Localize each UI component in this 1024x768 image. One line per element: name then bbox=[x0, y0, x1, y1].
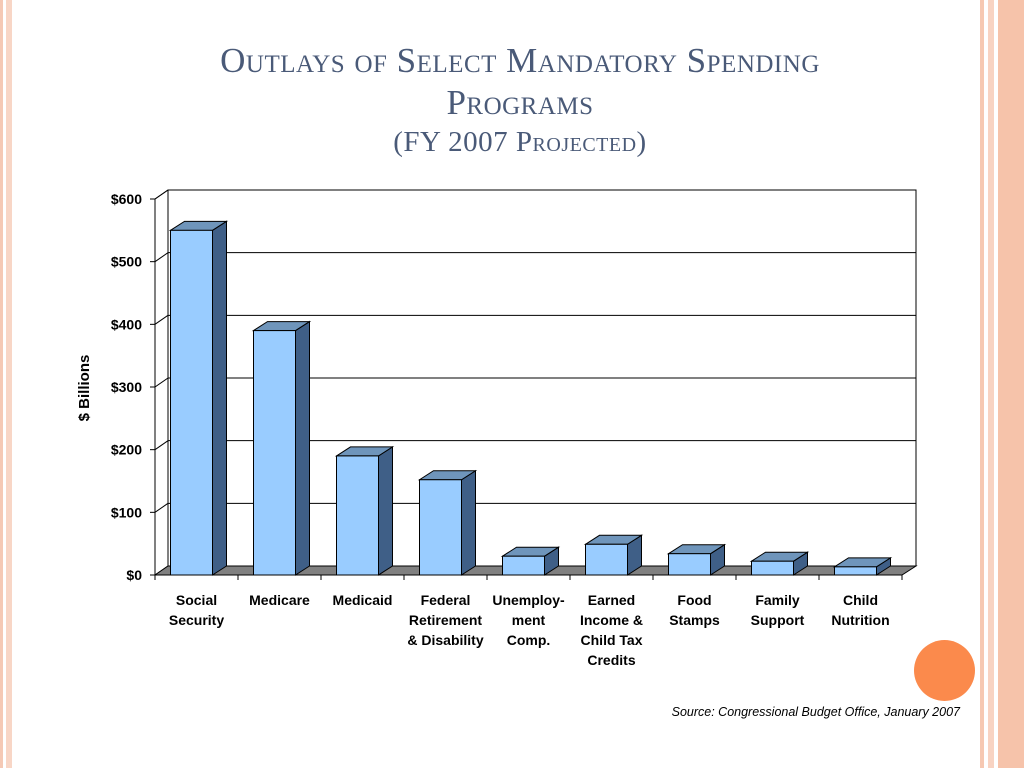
bar-side bbox=[378, 446, 393, 576]
y-tick-label: $200 bbox=[111, 442, 142, 458]
gridline-side bbox=[154, 252, 169, 263]
gridline-side bbox=[154, 440, 169, 451]
y-tick-label: $0 bbox=[126, 567, 142, 583]
y-tick-label: $500 bbox=[111, 254, 142, 270]
y-tick-label: $100 bbox=[111, 504, 142, 520]
x-tick-label-line: Food bbox=[677, 592, 711, 608]
x-tick-label-line: Federal bbox=[421, 592, 471, 608]
title-line-1: Outlays of Select Mandatory Spending bbox=[220, 41, 820, 80]
bar bbox=[751, 560, 794, 576]
gridline-side bbox=[154, 502, 169, 513]
x-tick-label-line: Credits bbox=[587, 652, 635, 668]
y-tick-label: $600 bbox=[111, 191, 142, 207]
bar bbox=[834, 566, 877, 576]
x-tick-label-line: Comp. bbox=[507, 632, 551, 648]
title-line-2: Programs bbox=[446, 83, 594, 122]
y-tick-label: $400 bbox=[111, 316, 142, 332]
x-tick-label-line: Earned bbox=[588, 592, 635, 608]
x-tick-label: Earned Income & Child Tax Credits bbox=[580, 592, 643, 668]
x-tick-label-line: Unemploy- bbox=[492, 592, 565, 608]
gridline-side bbox=[154, 377, 169, 388]
x-tick-label: Social Security bbox=[169, 592, 224, 628]
y-tick-label: $300 bbox=[111, 379, 142, 395]
bar-side bbox=[461, 469, 476, 576]
left-decorative-border bbox=[0, 0, 12, 768]
x-tick-label-line: Nutrition bbox=[831, 612, 889, 628]
x-tick-label-line: Stamps bbox=[669, 612, 720, 628]
x-tick-label-line: Support bbox=[751, 612, 805, 628]
source-note: Source: Congressional Budget Office, Jan… bbox=[671, 705, 960, 719]
x-tick-label-line: Child Tax bbox=[581, 632, 643, 648]
x-tick-label: Unemploy-ment Comp. bbox=[492, 592, 565, 648]
y-axis-title: $ Billions bbox=[76, 355, 93, 422]
x-tick-label-line: Income & bbox=[580, 612, 643, 628]
x-tick-label-line: Child bbox=[843, 592, 878, 608]
x-tick-label-line: Social bbox=[176, 592, 217, 608]
slide-title: Outlays of Select Mandatory Spending Pro… bbox=[60, 40, 980, 160]
right-decorative-border bbox=[972, 0, 1024, 768]
x-tick-label: Food Stamps bbox=[669, 592, 720, 628]
x-tick-label: Family Support bbox=[751, 592, 805, 628]
bar bbox=[336, 455, 379, 576]
x-tick-label: Child Nutrition bbox=[831, 592, 889, 628]
bar-side bbox=[212, 220, 227, 576]
x-tick-label: Federal Retirement & Disability bbox=[407, 592, 483, 648]
x-tick-label-line: & Disability bbox=[407, 632, 483, 648]
title-line-3: (FY 2007 Projected) bbox=[393, 126, 647, 158]
bar bbox=[502, 555, 545, 576]
x-tick-label: Medicare bbox=[249, 592, 310, 608]
x-tick-label-line: Medicaid bbox=[333, 592, 393, 608]
side-wall-top bbox=[154, 189, 169, 200]
bar bbox=[170, 229, 213, 576]
bar bbox=[668, 553, 711, 576]
x-tick-label-line: Family bbox=[755, 592, 800, 608]
x-tick-label-line: Retirement bbox=[409, 612, 482, 628]
x-tick-label-line: Security bbox=[169, 612, 224, 628]
bar bbox=[253, 330, 296, 576]
x-tick-label-line: Medicare bbox=[249, 592, 310, 608]
x-tick-label: Medicaid bbox=[333, 592, 393, 608]
bar bbox=[585, 543, 628, 576]
orange-circle-decoration bbox=[914, 640, 975, 701]
x-tick-label-line: ment bbox=[512, 612, 546, 628]
bar bbox=[419, 479, 462, 576]
bar-side bbox=[295, 320, 310, 576]
gridline-side bbox=[154, 314, 169, 325]
